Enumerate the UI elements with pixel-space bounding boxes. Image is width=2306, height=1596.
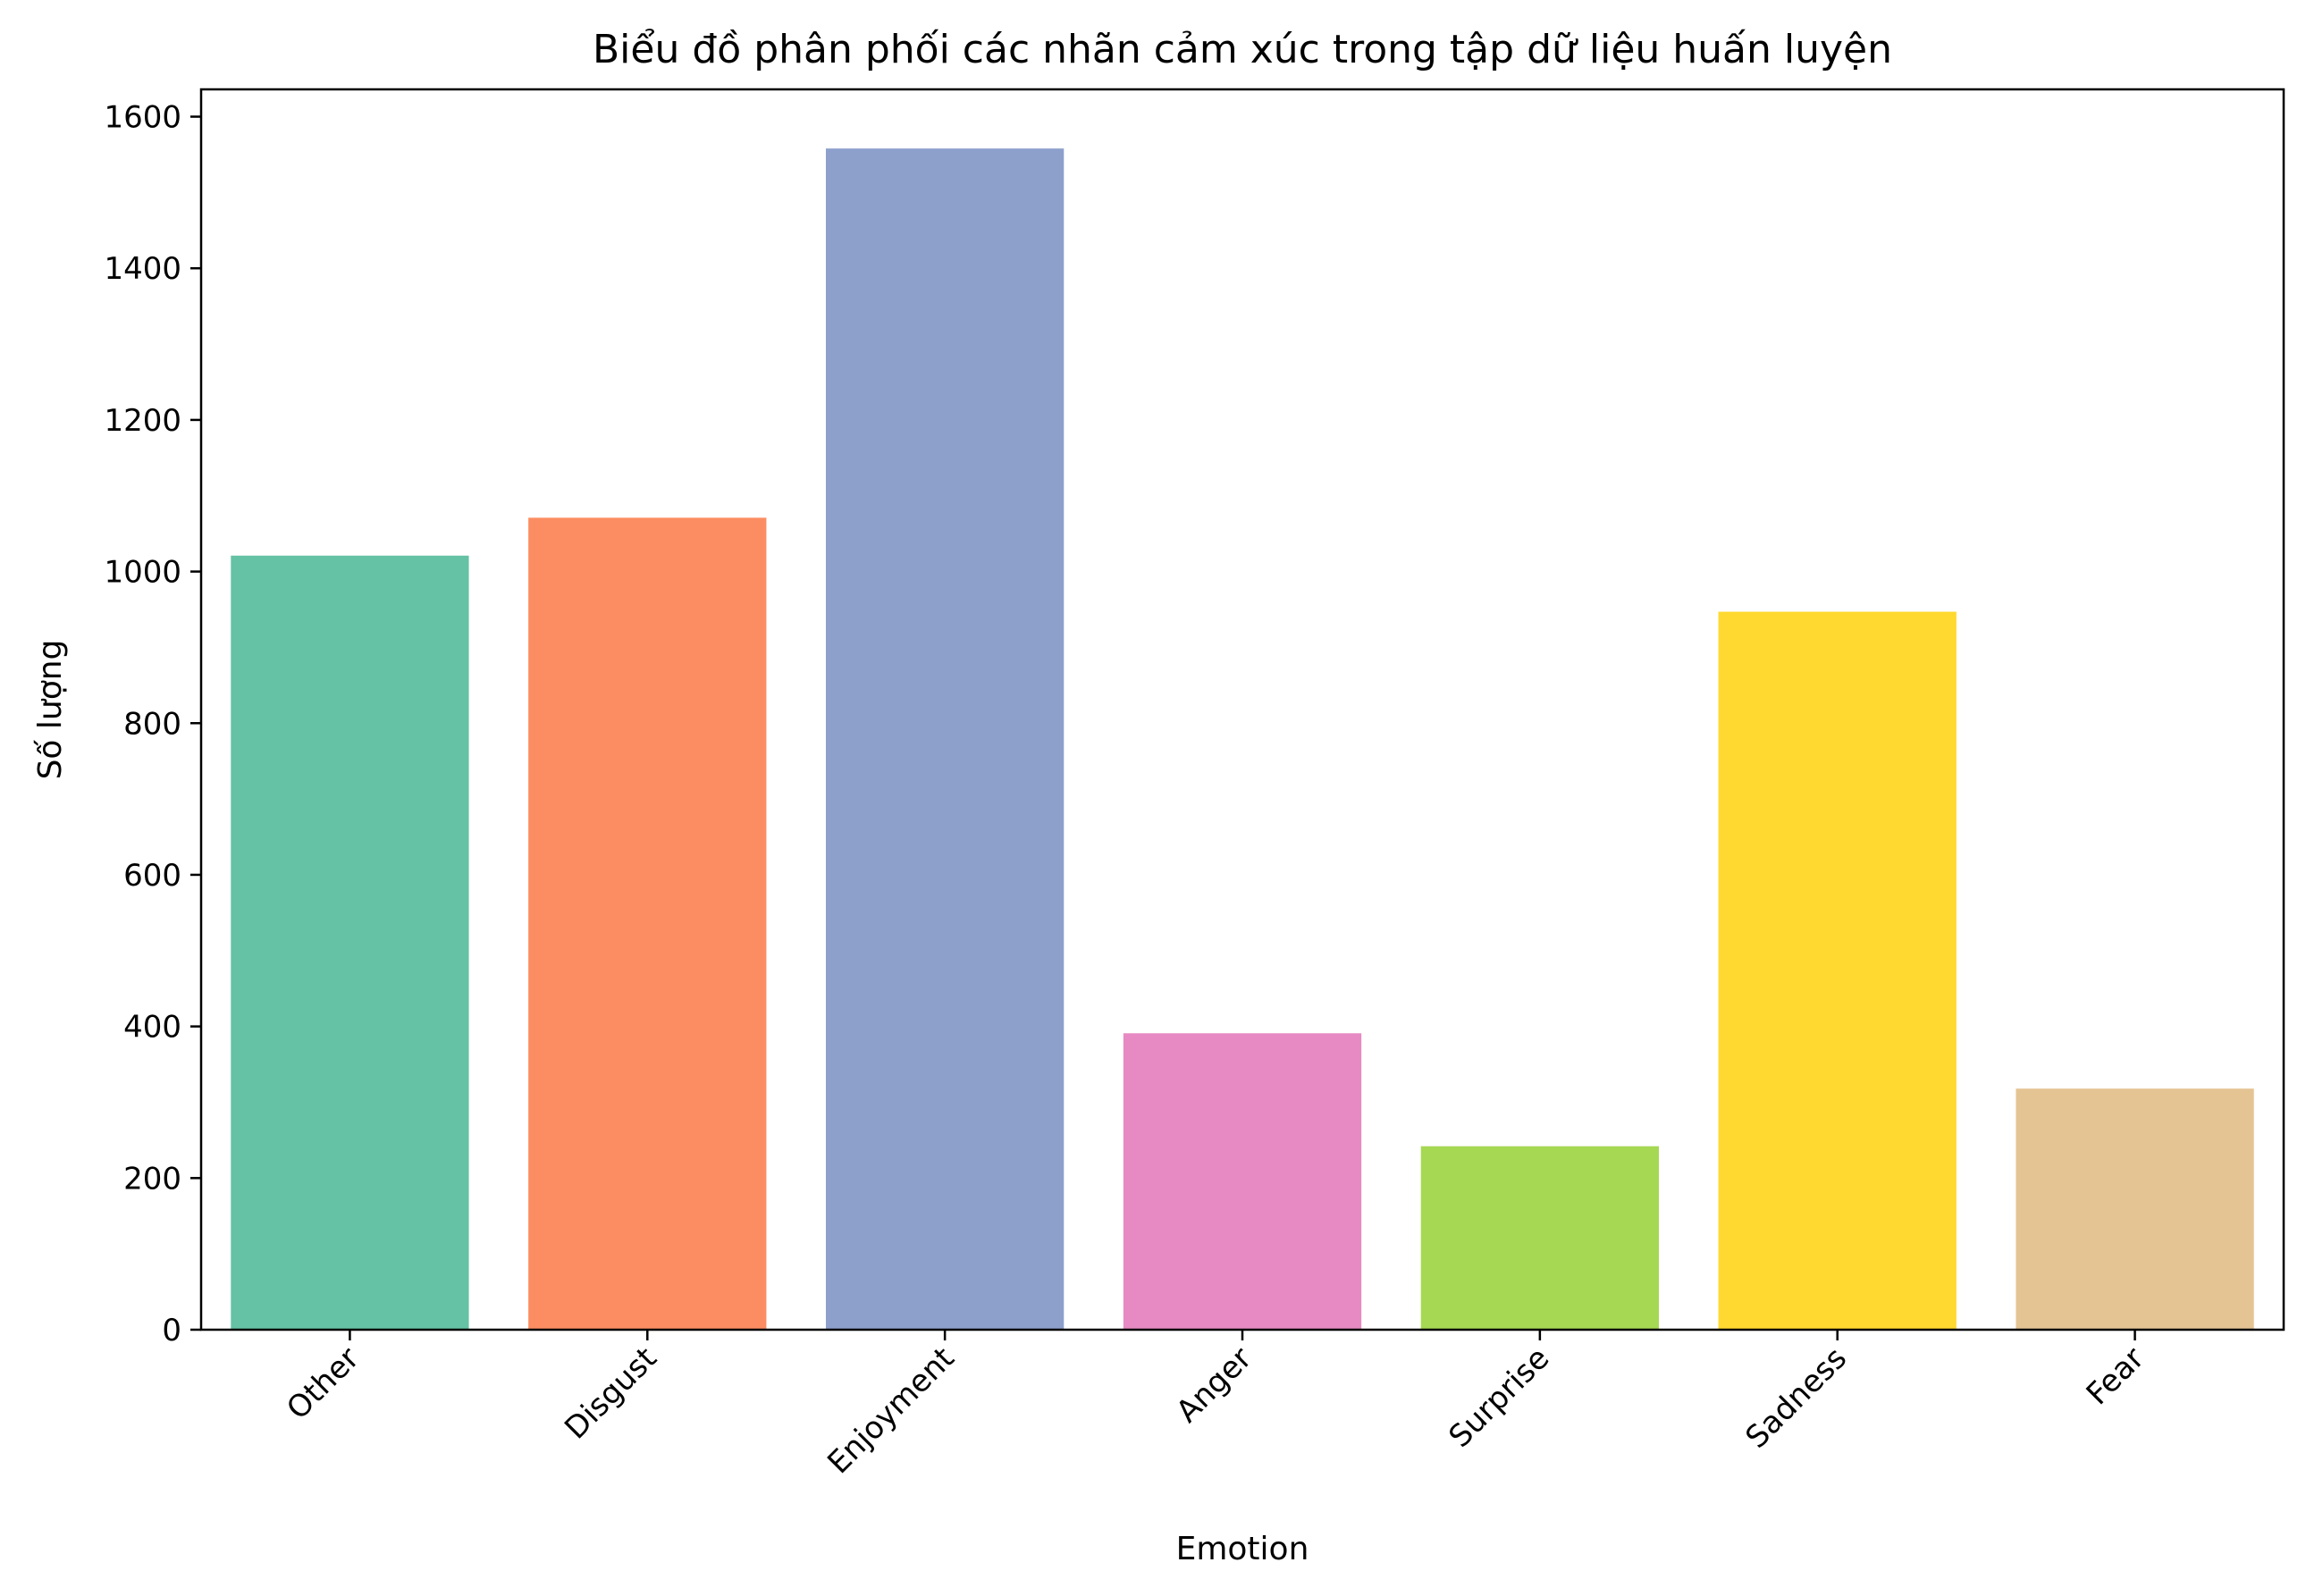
bar-disgust (528, 517, 767, 1330)
y-tick-label-1400: 1400 (104, 251, 181, 287)
bars-group (231, 148, 2254, 1331)
x-tick-label-enjoyment: Enjoyment (821, 1340, 961, 1481)
bar-fear (2016, 1088, 2254, 1330)
x-tick-label-anger: Anger (1169, 1340, 1258, 1430)
y-tick-label-200: 200 (123, 1161, 181, 1197)
bar-sadness (1718, 611, 1957, 1330)
bar-surprise (1420, 1146, 1659, 1330)
bar-anger (1123, 1033, 1362, 1330)
y-tick-label-400: 400 (123, 1010, 181, 1046)
y-tick-label-1000: 1000 (104, 555, 181, 591)
x-tick-label-sadness: Sadness (1738, 1340, 1854, 1456)
y-tick-label-1600: 1600 (104, 100, 181, 136)
y-axis: 0 200 400 600 800 1000 1200 1400 1600 (104, 100, 201, 1348)
x-tick-label-disgust: Disgust (558, 1340, 663, 1446)
chart-title: Biểu đồ phân phối các nhãn cảm xúc trong… (593, 27, 1892, 72)
x-axis: Other Disgust Enjoyment Anger Surprise Sadnes… (280, 1330, 2151, 1481)
bar-enjoyment (826, 148, 1065, 1331)
x-tick-label-surprise: Surprise (1442, 1340, 1556, 1455)
x-axis-title: Emotion (1176, 1531, 1309, 1567)
y-axis-title: Số lượng (32, 640, 69, 780)
x-tick-label-other: Other (280, 1340, 366, 1427)
x-tick-label-fear: Fear (2080, 1340, 2151, 1412)
bar-other (231, 555, 469, 1330)
y-tick-label-1200: 1200 (104, 403, 181, 439)
y-tick-label-800: 800 (123, 706, 181, 742)
y-tick-label-0: 0 (162, 1313, 181, 1348)
y-tick-label-600: 600 (123, 858, 181, 894)
